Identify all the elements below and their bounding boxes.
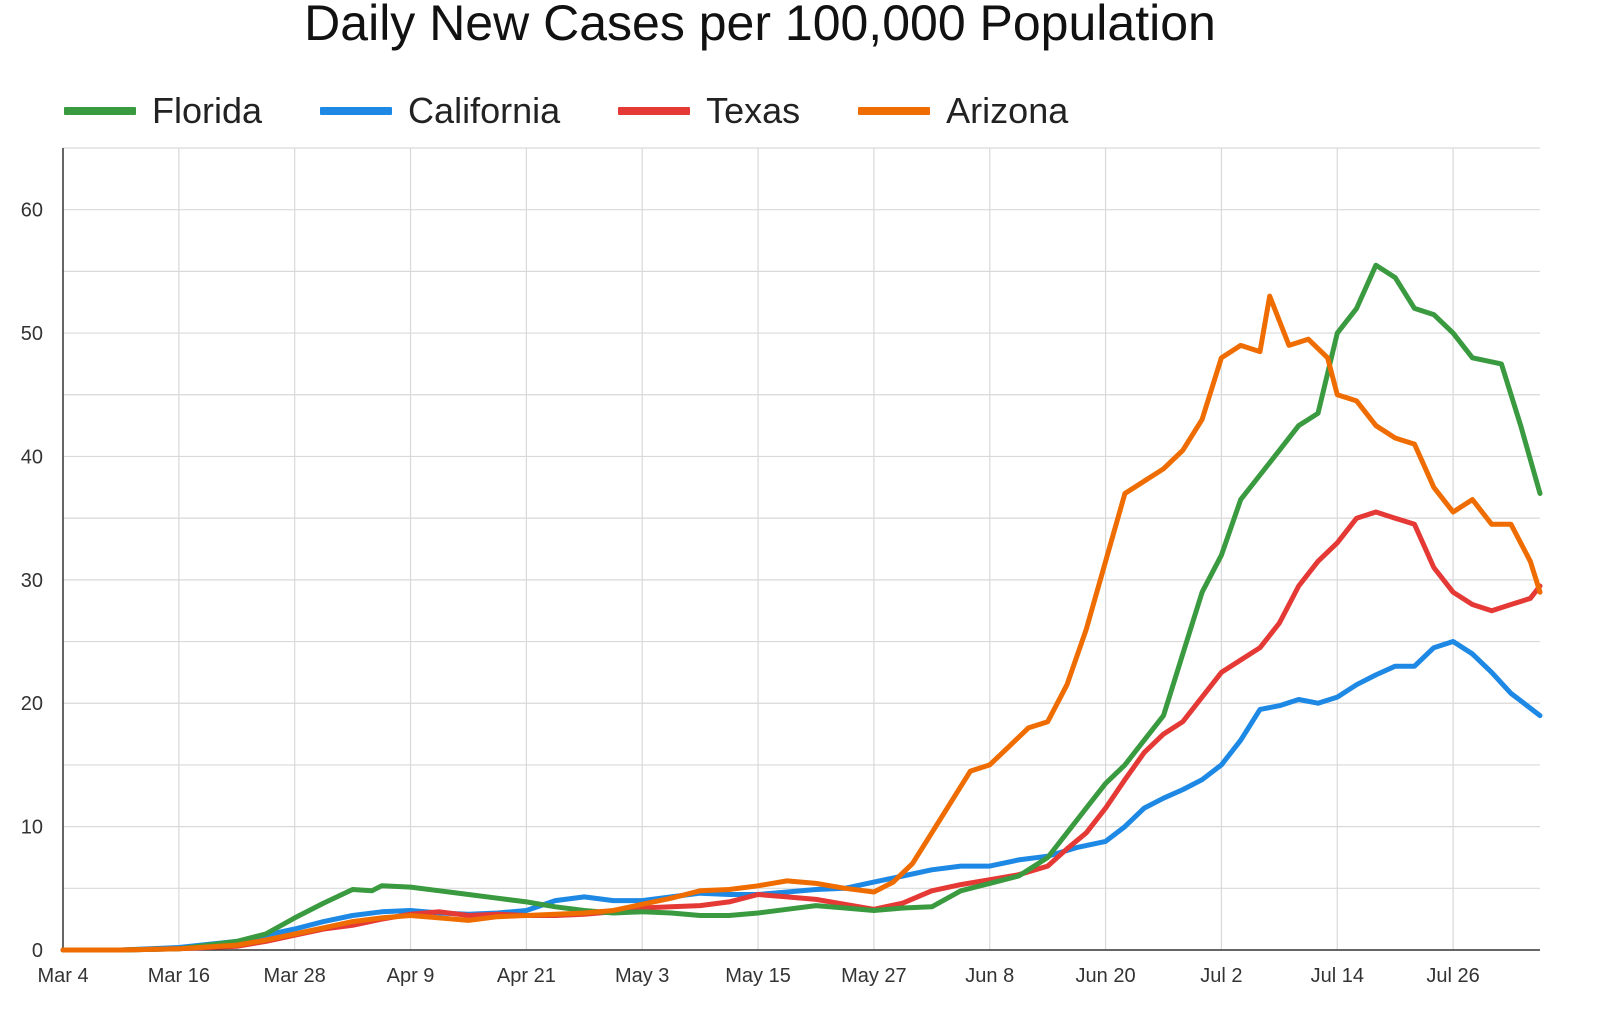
legend-label-texas: Texas <box>706 90 801 131</box>
x-tick-label: May 15 <box>725 965 791 987</box>
legend-item-arizona: Arizona <box>858 90 1068 132</box>
x-tick-label: Jul 14 <box>1311 965 1364 987</box>
legend-swatch-florida <box>64 107 136 115</box>
chart-title: Daily New Cases per 100,000 Population <box>304 0 1216 51</box>
x-tick-label: Jul 2 <box>1200 965 1242 987</box>
y-tick-label: 50 <box>21 323 43 345</box>
x-tick-label: Jul 26 <box>1426 965 1479 987</box>
legend-swatch-california <box>320 107 393 115</box>
series-line-florida <box>60 262 1543 953</box>
chart-legend: Florida California Texas Arizona <box>64 88 1126 134</box>
x-tick-label: Mar 16 <box>148 965 210 987</box>
x-tick-label: May 3 <box>615 965 669 987</box>
legend-item-florida: Florida <box>64 90 262 132</box>
y-tick-label: 20 <box>21 693 43 715</box>
y-tick-label: 30 <box>21 570 43 592</box>
series-line-arizona <box>60 293 1543 953</box>
x-tick-label: Mar 4 <box>37 965 88 987</box>
series-line-texas <box>60 509 1543 953</box>
y-tick-label: 10 <box>21 817 43 839</box>
legend-label-california: California <box>408 90 561 131</box>
series-line-california <box>60 639 1543 953</box>
legend-label-florida: Florida <box>152 90 263 131</box>
legend-item-texas: Texas <box>618 90 800 132</box>
legend-item-california: California <box>320 90 560 132</box>
x-tick-label: Jun 20 <box>1076 965 1136 987</box>
legend-swatch-arizona <box>858 107 931 115</box>
y-tick-label: 60 <box>21 200 43 222</box>
x-tick-label: Jun 8 <box>965 965 1014 987</box>
x-tick-label: Apr 9 <box>387 965 435 987</box>
x-tick-label: May 27 <box>841 965 907 987</box>
x-tick-label: Mar 28 <box>264 965 326 987</box>
x-tick-label: Apr 21 <box>497 965 556 987</box>
legend-swatch-texas <box>618 107 691 115</box>
y-tick-label: 0 <box>32 940 43 962</box>
legend-label-arizona: Arizona <box>946 90 1069 131</box>
y-tick-label: 40 <box>21 446 43 468</box>
